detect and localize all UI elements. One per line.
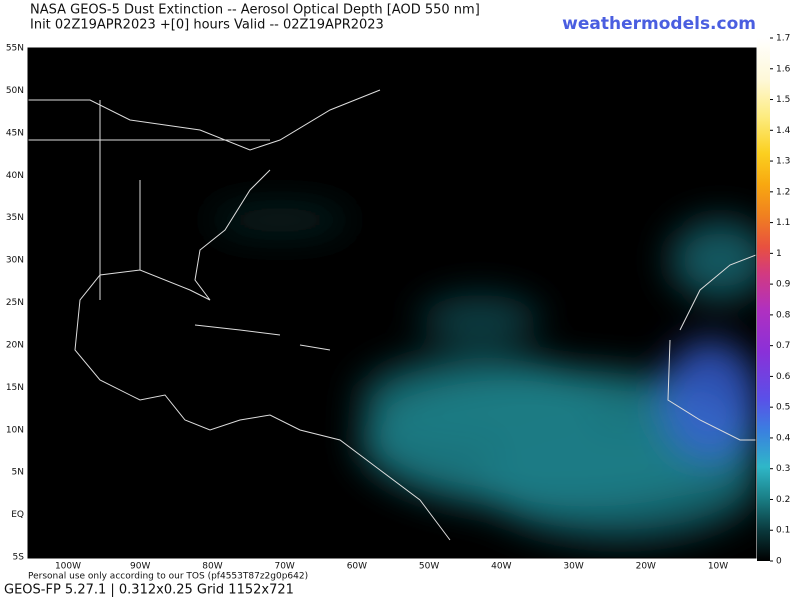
subtitle: Init 02Z19APR2023 +[0] hours Valid -- 02… [30,18,384,33]
colorbar-label: 0 [776,557,782,567]
lon-label: 20W [636,562,656,572]
lon-label: 30W [563,562,583,572]
colorbar-label: 1.4 [776,126,791,136]
lat-label: 45N [6,128,24,138]
dust-plume [210,205,756,540]
tos-note: Personal use only according to our TOS (… [28,572,308,582]
colorbar-label: 0.6 [776,372,791,382]
colorbar-label: 1.5 [776,95,790,105]
colorbar [757,38,770,561]
lat-label: 10N [6,425,24,435]
brand: weathermodels.com [562,14,756,34]
colorbar-label: 1.2 [776,187,790,197]
colorbar-label: 0.8 [776,310,791,320]
colorbar-label: 0.2 [776,495,790,505]
coastlines [28,89,756,541]
colorbar-label: 0.7 [776,341,790,351]
model-info: GEOS-FP 5.27.1 | 0.312x0.25 Grid 1152x72… [4,583,294,598]
lat-label: 40N [6,171,24,181]
colorbar-label: 0.4 [776,433,791,443]
map-frame [27,47,757,559]
lat-label: 5S [13,553,25,563]
colorbar-label: 0.9 [776,280,791,290]
colorbar-label: 1.6 [776,64,791,74]
lon-label: 100W [55,562,81,572]
lat-label: 20N [6,340,24,350]
lon-label: 10W [708,562,728,572]
colorbar-label: 0.1 [776,526,790,536]
lon-label: 80W [202,562,222,572]
lon-label: 40W [491,562,511,572]
lat-label: 35N [6,213,24,223]
lon-label: 90W [130,562,150,572]
lat-label: EQ [11,510,24,520]
lat-label: 55N [6,44,24,54]
lat-label: 30N [6,256,24,266]
map [28,48,756,558]
colorbar-label: 0.5 [776,403,790,413]
lat-label: 15N [6,383,24,393]
colorbar-label: 1.1 [776,218,790,228]
lon-label: 70W [274,562,294,572]
colorbar-label: 1 [776,249,782,259]
lon-label: 50W [419,562,439,572]
title: NASA GEOS-5 Dust Extinction -- Aerosol O… [30,3,480,18]
lat-label: 50N [6,86,24,96]
lon-label: 60W [347,562,367,572]
colorbar-label: 1.3 [776,157,790,167]
colorbar-label: 0.3 [776,464,790,474]
lat-label: 5N [12,468,24,478]
colorbar-label: 1.7 [776,34,790,44]
lat-label: 25N [6,298,24,308]
